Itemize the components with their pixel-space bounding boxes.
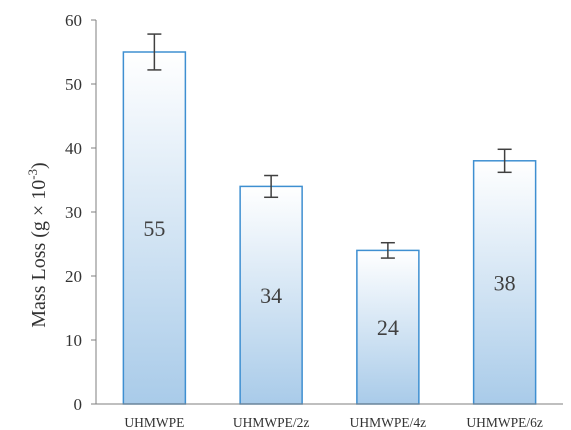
y-axis-title-close: ) bbox=[28, 162, 50, 169]
bar-data-label: 38 bbox=[494, 270, 516, 295]
y-axis-title-text: Mass Loss (g × 10-3) bbox=[25, 162, 50, 327]
bar-uhmwpe-4z bbox=[356, 249, 420, 405]
y-tick-label: 50 bbox=[65, 75, 82, 94]
y-tick-label: 40 bbox=[65, 139, 82, 158]
x-category-label: UHMWPE/2z bbox=[233, 415, 310, 430]
y-tick-label: 20 bbox=[65, 267, 82, 286]
bar-uhmwpe-2z bbox=[239, 185, 303, 405]
y-tick-label: 30 bbox=[65, 203, 82, 222]
y-tick-label: 60 bbox=[65, 11, 82, 30]
error-bars bbox=[147, 33, 512, 259]
bar-data-label: 34 bbox=[260, 283, 282, 308]
y-tick-label: 0 bbox=[74, 395, 83, 414]
y-axis-title-superscript: -3 bbox=[25, 169, 40, 180]
x-category-label: UHMWPE/4z bbox=[350, 415, 427, 430]
bar-uhmwpe-6z bbox=[472, 160, 537, 405]
x-category-label: UHMWPE/6z bbox=[466, 415, 543, 430]
bar-data-label: 55 bbox=[143, 216, 165, 241]
bar-data-label: 24 bbox=[377, 315, 399, 340]
y-axis-title: Mass Loss (g × 10-3) bbox=[25, 162, 50, 327]
y-axis-ticks: 0 10 20 30 40 50 60 bbox=[65, 11, 96, 414]
x-axis-category-labels: UHMWPE UHMWPE/2z UHMWPE/4z UHMWPE/6z bbox=[124, 415, 543, 430]
y-tick-label: 10 bbox=[65, 331, 82, 350]
bars bbox=[122, 51, 537, 405]
y-axis-title-main: Mass Loss (g × 10 bbox=[28, 180, 50, 328]
data-labels: 55 34 24 38 bbox=[143, 216, 515, 340]
x-category-label: UHMWPE bbox=[124, 415, 184, 430]
